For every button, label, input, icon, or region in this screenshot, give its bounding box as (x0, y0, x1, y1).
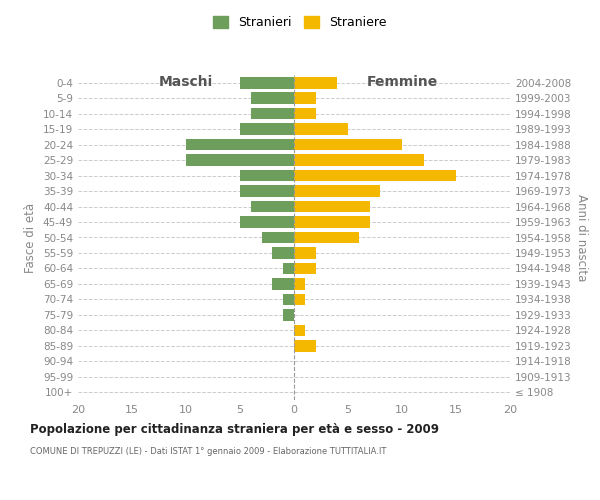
Bar (240, 77, 294, 88)
Bar (294, 324, 305, 336)
Bar (240, 124, 294, 135)
Bar (240, 170, 294, 181)
Text: Femmine: Femmine (367, 75, 437, 89)
Bar (294, 108, 316, 120)
Bar (294, 340, 316, 351)
Legend: Stranieri, Straniere: Stranieri, Straniere (208, 11, 392, 34)
Bar (283, 262, 294, 274)
Y-axis label: Anni di nascita: Anni di nascita (575, 194, 588, 281)
Bar (294, 92, 316, 104)
Bar (240, 186, 294, 197)
Bar (251, 200, 294, 212)
Bar (283, 309, 294, 320)
Bar (283, 294, 294, 305)
Bar (294, 124, 348, 135)
Bar (272, 278, 294, 289)
Bar (294, 262, 316, 274)
Bar (251, 108, 294, 120)
Bar (294, 200, 370, 212)
Bar (294, 216, 370, 228)
Bar (294, 247, 316, 259)
Y-axis label: Fasce di età: Fasce di età (25, 202, 37, 272)
Bar (186, 154, 294, 166)
Bar (272, 247, 294, 259)
Bar (294, 232, 359, 243)
Text: Maschi: Maschi (159, 75, 213, 89)
Text: Popolazione per cittadinanza straniera per età e sesso - 2009: Popolazione per cittadinanza straniera p… (30, 422, 439, 436)
Text: COMUNE DI TREPUZZI (LE) - Dati ISTAT 1° gennaio 2009 - Elaborazione TUTTITALIA.I: COMUNE DI TREPUZZI (LE) - Dati ISTAT 1° … (30, 448, 386, 456)
Bar (294, 294, 305, 305)
Bar (262, 232, 294, 243)
Bar (240, 216, 294, 228)
Bar (294, 186, 380, 197)
Bar (294, 170, 456, 181)
Bar (294, 139, 402, 150)
Bar (251, 92, 294, 104)
Bar (186, 139, 294, 150)
Bar (294, 77, 337, 88)
Bar (294, 278, 305, 289)
Bar (294, 154, 424, 166)
